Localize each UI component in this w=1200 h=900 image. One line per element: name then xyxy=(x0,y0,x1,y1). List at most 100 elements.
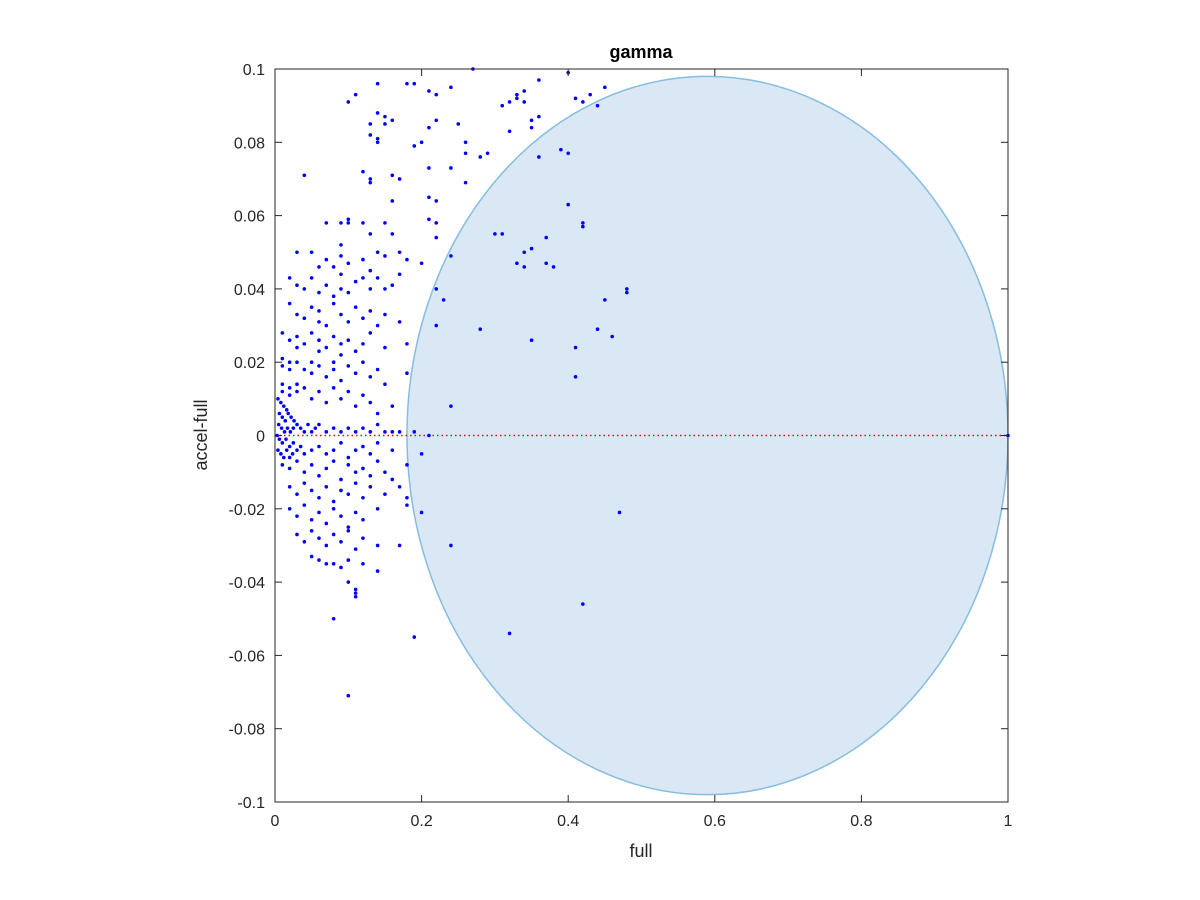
data-point xyxy=(324,466,329,471)
data-point xyxy=(280,356,285,361)
data-point xyxy=(295,360,299,365)
data-point xyxy=(353,470,358,474)
data-point xyxy=(390,118,395,123)
data-point xyxy=(368,452,373,456)
data-point xyxy=(390,430,395,434)
data-point xyxy=(317,389,321,394)
data-point xyxy=(277,411,282,416)
data-point xyxy=(346,364,351,368)
data-point xyxy=(339,221,343,225)
y-tick-label: -0.02 xyxy=(229,502,266,519)
data-point xyxy=(295,312,299,317)
data-point xyxy=(383,221,387,225)
data-point xyxy=(346,320,351,324)
data-point xyxy=(281,455,286,460)
data-point xyxy=(397,320,402,324)
data-point xyxy=(368,177,373,181)
data-point xyxy=(284,437,288,441)
data-point xyxy=(313,426,318,430)
data-point xyxy=(375,323,380,328)
data-point xyxy=(397,272,402,277)
data-point xyxy=(276,397,280,401)
data-point xyxy=(283,419,288,423)
data-point xyxy=(353,92,358,97)
data-point xyxy=(353,587,358,592)
data-point xyxy=(287,444,292,449)
data-point xyxy=(361,169,365,174)
data-point xyxy=(309,554,314,559)
y-axis-ticks: -0.1 -0.08 -0.06 -0.04 -0.02 0 0.02 0.04 0.06 0.0… xyxy=(229,62,1008,812)
data-point xyxy=(463,140,468,145)
data-point xyxy=(287,338,292,343)
data-point xyxy=(324,561,329,566)
data-point xyxy=(353,510,358,515)
data-point xyxy=(331,426,336,430)
data-point xyxy=(298,444,303,449)
data-point xyxy=(346,100,351,104)
data-point xyxy=(287,386,292,390)
data-point xyxy=(353,430,358,434)
data-point xyxy=(339,254,343,258)
data-point xyxy=(361,342,365,346)
data-point xyxy=(346,261,351,266)
data-point xyxy=(449,404,453,408)
data-point xyxy=(287,466,292,471)
data-point xyxy=(280,382,285,386)
data-point xyxy=(427,195,431,200)
data-point xyxy=(427,166,431,170)
x-tick-label: 0.6 xyxy=(704,813,726,830)
y-tick-label: -0.1 xyxy=(237,795,265,812)
data-point xyxy=(368,474,373,478)
data-point xyxy=(346,338,351,343)
x-tick-label: 0 xyxy=(271,813,280,830)
data-point xyxy=(383,382,387,386)
data-point xyxy=(507,100,512,104)
data-point xyxy=(295,389,299,394)
data-point xyxy=(331,499,336,504)
data-point xyxy=(295,492,299,496)
data-point xyxy=(276,422,281,427)
data-point xyxy=(284,448,289,452)
data-point xyxy=(515,261,519,266)
data-point xyxy=(302,367,307,372)
data-point xyxy=(287,301,292,306)
data-point xyxy=(331,334,336,339)
data-point xyxy=(287,485,292,489)
data-point xyxy=(317,474,321,478)
data-point xyxy=(434,235,439,240)
data-point xyxy=(361,426,365,430)
data-point xyxy=(449,85,453,90)
data-point xyxy=(559,147,563,152)
data-point xyxy=(449,254,453,258)
data-point xyxy=(375,140,380,145)
data-point xyxy=(309,463,314,467)
data-point xyxy=(339,378,343,383)
data-point xyxy=(353,547,358,551)
data-point xyxy=(573,375,578,379)
data-point xyxy=(427,433,431,438)
data-point xyxy=(280,389,285,394)
data-point xyxy=(302,316,307,321)
data-point xyxy=(383,345,387,350)
data-point xyxy=(317,265,321,269)
data-point xyxy=(566,151,570,156)
data-point xyxy=(302,173,307,178)
data-point xyxy=(375,543,380,548)
data-point xyxy=(309,360,314,365)
data-point xyxy=(317,364,321,368)
data-point xyxy=(449,166,453,170)
y-axis-label: accel-full xyxy=(191,399,211,470)
y-tick-label: -0.08 xyxy=(229,722,266,739)
data-point xyxy=(353,349,358,354)
data-point xyxy=(309,250,314,255)
data-point xyxy=(331,360,336,365)
data-point xyxy=(507,631,512,636)
data-point xyxy=(361,444,365,449)
data-point xyxy=(288,430,293,434)
data-point xyxy=(324,430,329,434)
data-point xyxy=(309,276,314,280)
data-point xyxy=(368,485,373,489)
x-tick-label: 1 xyxy=(1004,813,1013,830)
data-point xyxy=(361,257,365,262)
